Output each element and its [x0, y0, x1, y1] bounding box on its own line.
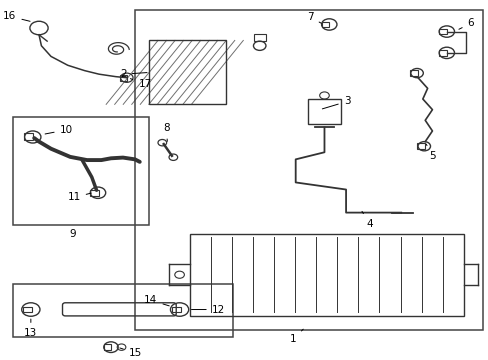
- Text: 5: 5: [426, 144, 435, 161]
- Text: 3: 3: [322, 96, 349, 109]
- Text: 7: 7: [306, 12, 321, 23]
- Text: 15: 15: [120, 348, 142, 358]
- Text: 16: 16: [3, 11, 30, 21]
- Text: 6: 6: [458, 18, 473, 29]
- Text: 9: 9: [69, 229, 76, 239]
- Text: 12: 12: [191, 305, 224, 315]
- Text: 14: 14: [144, 295, 169, 306]
- Text: 4: 4: [361, 211, 373, 229]
- Text: 13: 13: [24, 319, 38, 338]
- Text: 17: 17: [130, 78, 151, 89]
- Text: 10: 10: [45, 125, 73, 135]
- Text: 8: 8: [163, 123, 169, 141]
- Text: 11: 11: [67, 192, 91, 202]
- Text: 2: 2: [120, 69, 147, 79]
- Text: 1: 1: [289, 329, 303, 344]
